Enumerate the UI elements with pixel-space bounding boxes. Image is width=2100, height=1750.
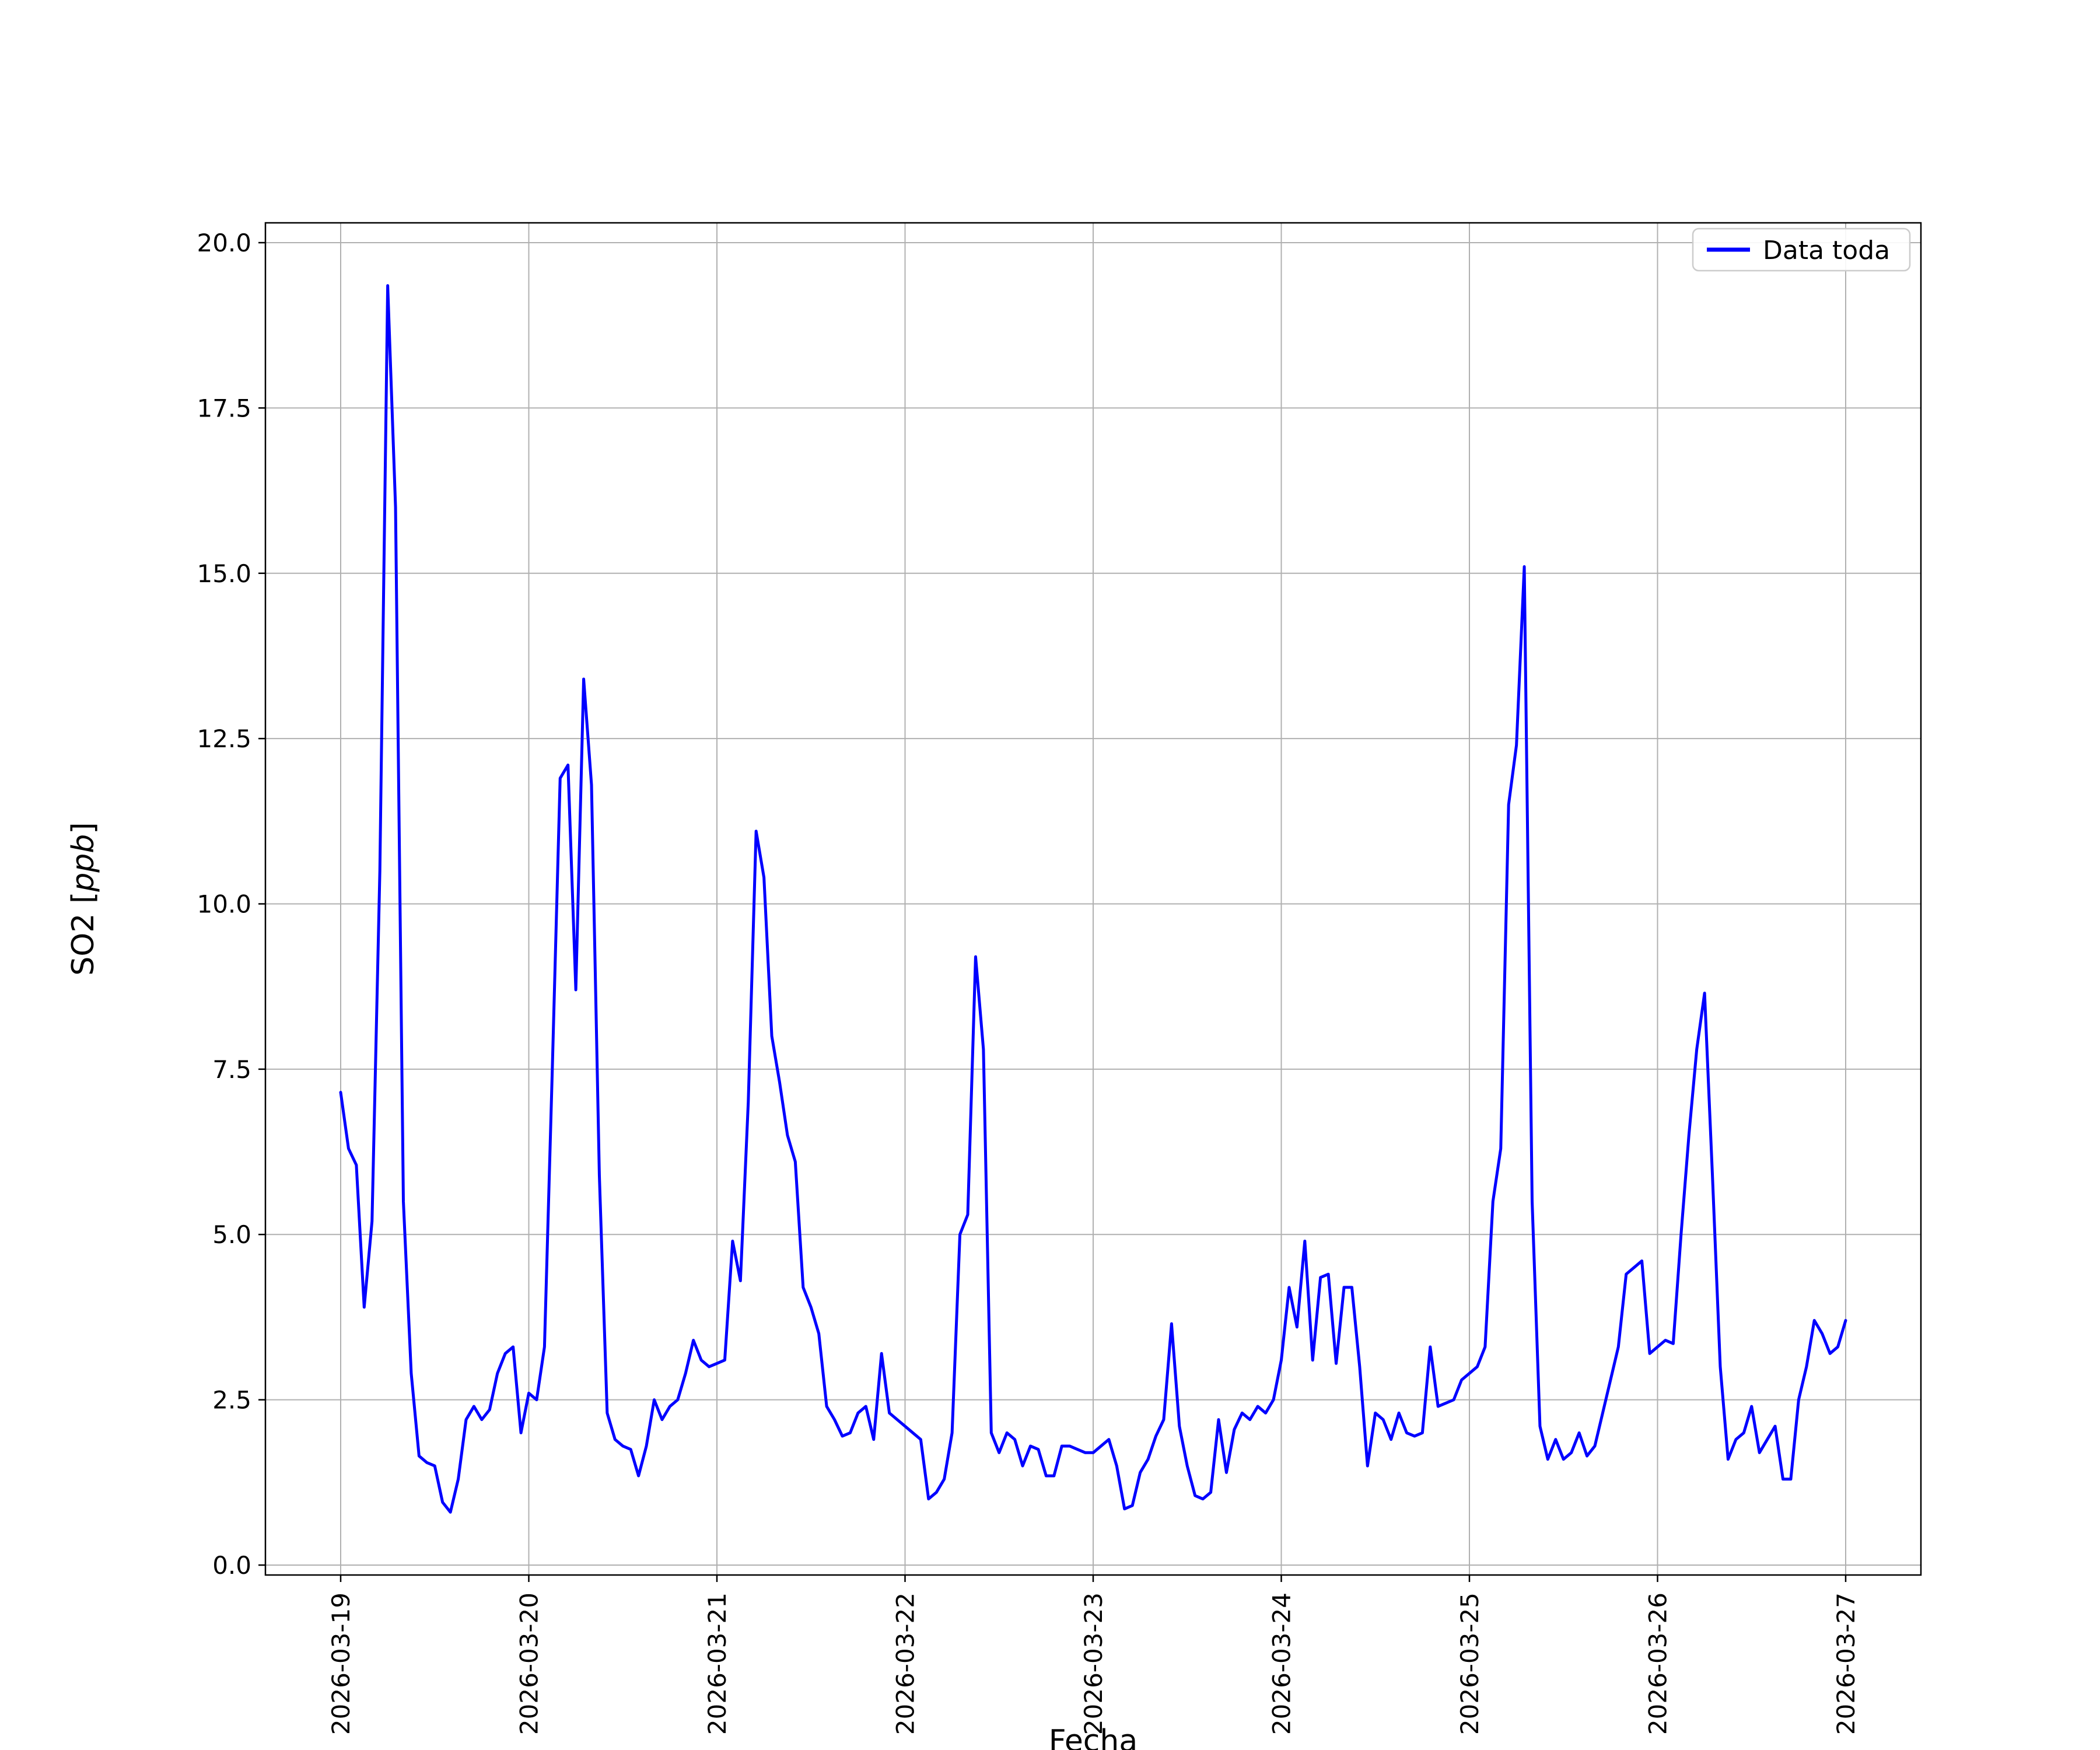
x-tick-label: 2026-03-23 [1079, 1592, 1108, 1735]
y-tick-label: 17.5 [197, 394, 251, 422]
y-tick-label: 0.0 [212, 1551, 251, 1580]
x-tick-label: 2026-03-25 [1455, 1592, 1484, 1735]
legend-box [1692, 228, 1911, 272]
x-tick-label: 2026-03-22 [891, 1592, 920, 1735]
axis-tick-labels: 0.0 2.5 5.0 7.5 10.0 12.5 15.0 17.5 20.0 2026-03-… [197, 229, 1860, 1735]
axis-ticks [258, 242, 1847, 1582]
grid [265, 223, 1921, 1575]
x-axis-label: Fecha [1049, 1724, 1138, 1750]
y-tick-label: 5.0 [212, 1220, 251, 1249]
y-tick-label: 2.5 [212, 1386, 251, 1415]
legend: Data toda [1692, 228, 1911, 272]
data-series [339, 284, 1847, 1514]
x-tick-label: 2026-03-24 [1268, 1592, 1296, 1735]
x-tick-label: 2026-03-26 [1644, 1592, 1672, 1735]
legend-label: Data toda [1763, 236, 1890, 265]
x-tick-label: 2026-03-20 [515, 1592, 544, 1735]
x-tick-label: 2026-03-19 [327, 1592, 355, 1735]
x-tick-label: 2026-03-27 [1832, 1592, 1860, 1735]
y-tick-label: 20.0 [197, 229, 251, 257]
y-axis-label: SO2 [ppb] [66, 822, 101, 975]
x-tick-label: 2026-03-21 [703, 1592, 732, 1735]
y-tick-label: 15.0 [197, 559, 251, 588]
y-tick-label: 7.5 [212, 1055, 251, 1084]
data-series-line [339, 284, 1847, 1514]
y-tick-label: 10.0 [197, 890, 251, 919]
y-tick-label: 12.5 [197, 724, 251, 753]
